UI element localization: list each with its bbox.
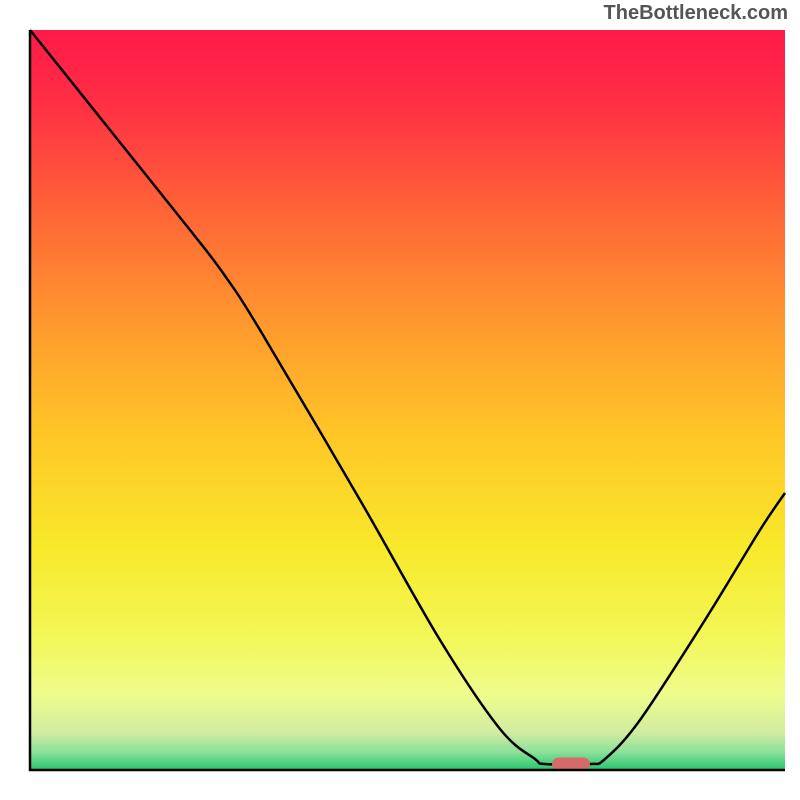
gradient-background	[30, 30, 785, 770]
watermark-label: TheBottleneck.com	[604, 2, 788, 25]
optimal-marker	[552, 758, 590, 771]
chart-svg	[0, 0, 800, 800]
bottleneck-chart: TheBottleneck.com	[0, 0, 800, 800]
